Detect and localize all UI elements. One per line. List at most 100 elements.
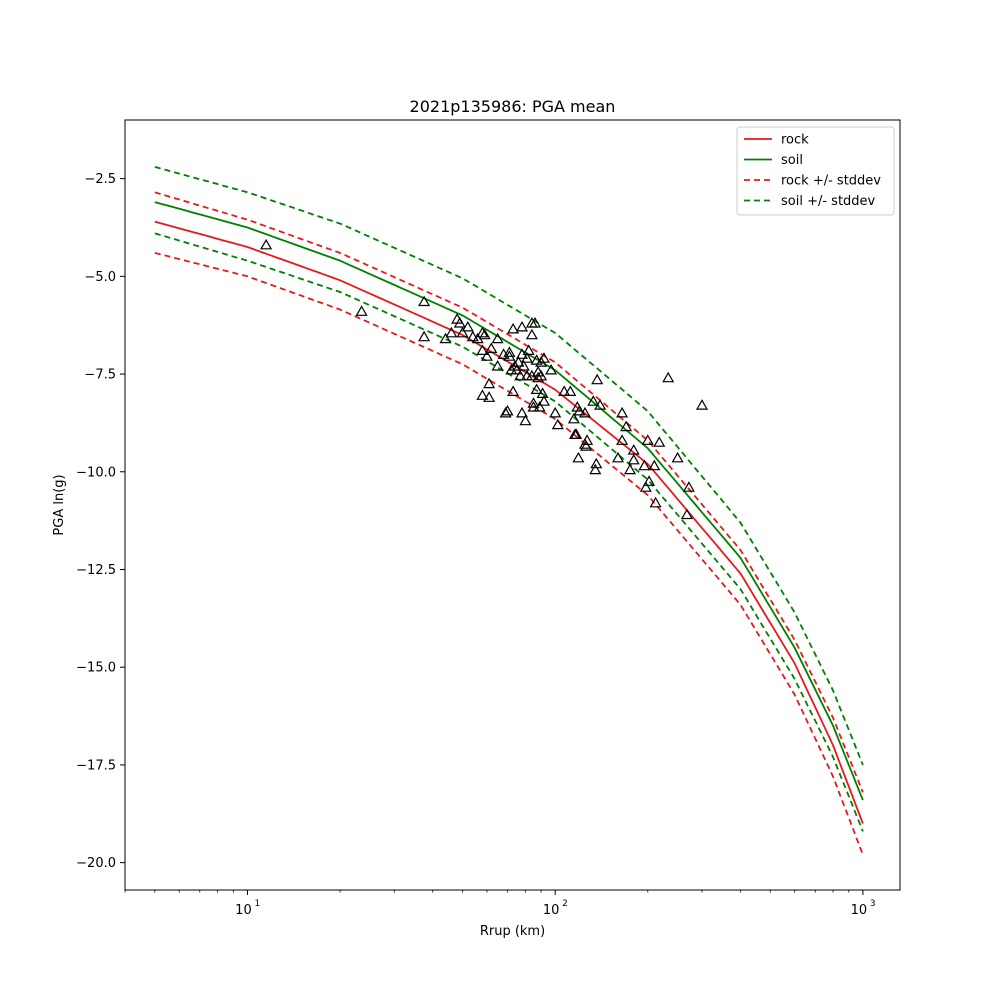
data-point-94	[680, 508, 693, 520]
data-point-62	[564, 385, 577, 396]
data-point-35	[515, 406, 529, 418]
data-point-67	[572, 451, 585, 463]
data-point-10	[466, 330, 479, 342]
data-point-80	[616, 434, 629, 445]
legend-label-3: soil +/- stddev	[781, 194, 876, 209]
legend-label-0: rock	[781, 133, 809, 148]
data-point-73	[587, 395, 600, 406]
data-point-90	[649, 496, 662, 508]
series-line-5	[154, 232, 864, 832]
data-point-28	[507, 385, 520, 396]
data-point-33	[514, 369, 527, 381]
data-point-78	[611, 451, 625, 463]
chart-title: 2021p135986: PGA mean	[410, 97, 616, 116]
data-point-52	[533, 401, 546, 412]
data-point-24	[501, 404, 514, 416]
data-point-56	[537, 395, 551, 406]
data-point-12	[476, 344, 489, 355]
data-point-3	[418, 330, 431, 342]
data-point-91	[653, 436, 666, 447]
data-point-13	[476, 326, 489, 338]
y-tick-label-0: −2.5	[84, 172, 116, 187]
points-layer	[260, 238, 709, 520]
data-point-38	[519, 414, 532, 426]
data-point-88	[643, 475, 656, 486]
data-point-37	[517, 359, 530, 371]
data-point-82	[623, 463, 637, 475]
y-tick-label-5: −15.0	[76, 661, 116, 676]
x-tick-label-2: 10	[851, 903, 868, 918]
data-point-85	[638, 459, 651, 471]
data-point-61	[558, 385, 571, 396]
data-point-43	[525, 328, 538, 340]
data-point-60	[551, 418, 564, 430]
data-point-50	[532, 371, 545, 383]
data-point-70	[578, 406, 592, 418]
data-point-14	[476, 389, 489, 400]
data-point-39	[520, 352, 534, 363]
data-point-16	[480, 350, 493, 361]
y-tick-label-1: −5.0	[84, 270, 116, 285]
data-point-86	[639, 481, 652, 492]
series-line-0	[154, 220, 864, 824]
data-point-76	[591, 373, 604, 385]
x-tick-exponent-1: 2	[562, 899, 568, 909]
x-axis-label: Rrup (km)	[480, 924, 545, 939]
plot-frame	[124, 119, 901, 891]
data-point-83	[627, 453, 640, 465]
data-point-87	[641, 434, 654, 445]
data-point-26	[503, 350, 516, 361]
y-tick-label-7: −20.0	[76, 856, 116, 871]
series-line-4	[154, 166, 864, 766]
data-point-41	[522, 344, 535, 355]
data-point-15	[478, 328, 491, 340]
data-point-2	[418, 295, 431, 307]
data-point-21	[491, 359, 504, 371]
data-point-29	[507, 322, 520, 334]
legend-box	[736, 126, 895, 216]
data-point-34	[515, 320, 529, 332]
data-point-53	[535, 369, 548, 381]
data-point-1	[355, 305, 368, 316]
data-point-23	[499, 406, 512, 418]
data-point-20	[491, 332, 504, 344]
data-point-79	[616, 406, 629, 418]
data-point-5	[445, 326, 458, 338]
data-point-9	[461, 320, 474, 332]
data-point-84	[627, 444, 640, 455]
data-point-68	[573, 404, 586, 416]
data-point-59	[549, 406, 562, 418]
x-tick-exponent-0: 1	[254, 899, 260, 909]
data-point-25	[503, 346, 516, 357]
data-point-46	[527, 397, 540, 408]
x-axis: 10 1 10 2 10 3	[124, 890, 876, 918]
data-point-49	[530, 383, 543, 394]
y-tick-label-4: −12.5	[76, 563, 116, 578]
data-point-93	[671, 451, 684, 463]
legend-label-2: rock +/- stddev	[781, 174, 881, 189]
y-tick-label-6: −17.5	[76, 758, 116, 773]
data-point-72	[581, 434, 594, 445]
legend-label-1: soil	[781, 153, 803, 168]
data-point-18	[483, 377, 496, 389]
data-point-65	[570, 428, 583, 439]
data-point-7	[453, 316, 466, 328]
series-line-3	[154, 252, 864, 856]
y-axis-label: PGA ln(g)	[52, 474, 67, 535]
series-line-2	[154, 191, 864, 793]
data-point-89	[648, 459, 661, 471]
data-point-8	[456, 326, 469, 338]
y-tick-label-2: −7.5	[84, 368, 116, 383]
data-point-47	[528, 316, 542, 328]
data-point-19	[485, 342, 498, 353]
legend: rock soil rock +/- stddev soil +/- stddev	[736, 126, 895, 216]
data-point-32	[512, 356, 525, 367]
data-point-57	[537, 352, 551, 363]
x-tick-label-0: 10	[235, 903, 252, 918]
data-point-17	[483, 391, 496, 402]
data-point-77	[594, 399, 607, 410]
data-point-58	[545, 363, 558, 375]
data-point-71	[580, 440, 593, 451]
x-tick-exponent-2: 3	[870, 899, 876, 909]
